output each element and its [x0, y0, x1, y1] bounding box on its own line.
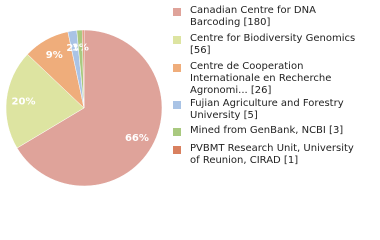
legend-label: PVBMT Research Unit, University of Reuni…	[190, 143, 354, 166]
slice-label: 20%	[12, 96, 36, 107]
legend-swatch	[173, 64, 181, 72]
slice-label: 2%	[66, 43, 83, 54]
pie-slice	[81, 29, 85, 109]
legend-swatch	[173, 146, 181, 154]
legend-label: Fujian Agriculture and Forestry Universi…	[190, 98, 344, 121]
slice-label: 1%	[72, 42, 89, 53]
chart: 66% 20% 9%2%1%	[5, 29, 163, 187]
legend-label: Canadian Centre for DNA Barcoding [180]	[190, 5, 316, 28]
pie-slice	[16, 29, 163, 187]
legend-swatch	[173, 8, 181, 16]
legend-label: Centre for Biodiversity Genomics [56]	[190, 33, 356, 56]
legend-swatch	[173, 36, 181, 44]
legend-swatch	[173, 128, 181, 136]
slice-label: 9%	[46, 50, 63, 61]
pie-slice	[5, 53, 85, 149]
slice-label: 66%	[125, 133, 149, 144]
legend-label: Mined from GenBank, NCBI [3]	[190, 125, 344, 136]
legend-label: Centre de Cooperation Internationale en …	[190, 61, 332, 96]
legend-swatch	[173, 101, 181, 109]
